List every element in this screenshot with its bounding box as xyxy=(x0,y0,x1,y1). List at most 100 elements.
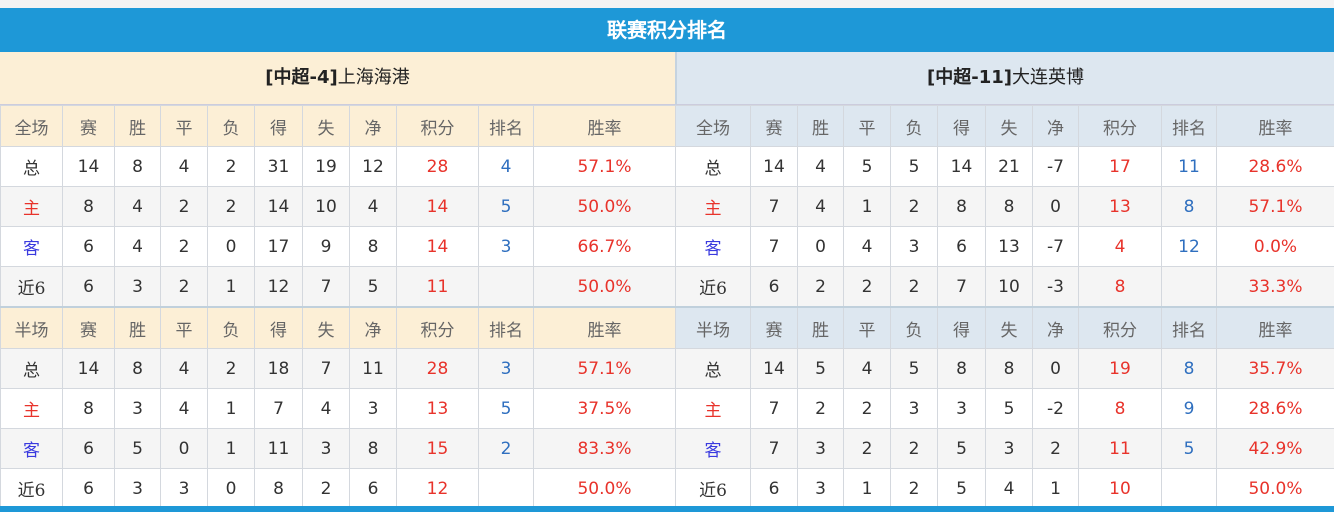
table-row: 主 8 4 2 2 14 10 4 14 5 50.0% xyxy=(0,186,676,227)
cell: 8 xyxy=(114,348,161,389)
column-header: 净 xyxy=(349,105,397,147)
away-team-panel: [中超-11]大连英博 全场赛胜平负得失净积分 排名 胜率总 14 4 5 5 14 21 -7 17… xyxy=(675,52,1334,509)
team-header: [中超-4]上海海港 xyxy=(0,52,675,105)
column-header: 积分 xyxy=(1078,306,1162,349)
cell: 5 xyxy=(985,388,1033,429)
column-header: 净 xyxy=(349,306,397,349)
cell: 7 xyxy=(750,428,798,469)
full-header-row: 全场赛胜平负得失净积分 排名 胜率 xyxy=(0,105,676,147)
cell: 9 xyxy=(1161,388,1217,429)
column-header: 积分 xyxy=(396,105,479,147)
standings-table: 全场赛胜平负得失净积分 排名 胜率总 14 8 4 2 31 19 12 28 4 57.1% 主 8 4 2 2… xyxy=(0,105,676,509)
cell: 10 xyxy=(1078,468,1162,509)
cell: 7 xyxy=(937,266,986,308)
cell: 7 xyxy=(254,388,303,429)
column-header: 负 xyxy=(207,105,255,147)
cell: 4 xyxy=(160,146,208,187)
cell: 2 xyxy=(160,226,208,267)
cell: 57.1% xyxy=(533,146,676,187)
cell: 18 xyxy=(254,348,303,389)
cell: 50.0% xyxy=(533,266,676,308)
cell: 2 xyxy=(160,266,208,308)
cell: 6 xyxy=(62,266,115,308)
cell: 8 xyxy=(62,186,115,227)
cell: 3 xyxy=(114,468,161,509)
cell: 4 xyxy=(302,388,350,429)
cell: 0 xyxy=(797,226,844,267)
cell: 4 xyxy=(349,186,397,227)
team-name: 上海海港 xyxy=(337,67,410,88)
cell: 2 xyxy=(478,428,534,469)
cell: 6 xyxy=(62,468,115,509)
cell: 2 xyxy=(890,266,938,308)
column-header: 平 xyxy=(843,306,891,349)
cell: 3 xyxy=(797,428,844,469)
column-header: 得 xyxy=(254,306,303,349)
column-header: 胜率 xyxy=(1216,306,1334,349)
cell: 13 xyxy=(985,226,1033,267)
column-header: 排名 xyxy=(1161,105,1217,147)
cell: 12 xyxy=(1161,226,1217,267)
cell: 50.0% xyxy=(1216,468,1334,509)
column-header: 赛 xyxy=(750,105,798,147)
cell: 3 xyxy=(114,266,161,308)
full-header-row: 全场赛胜平负得失净积分 排名 胜率 xyxy=(675,105,1334,147)
cell: 3 xyxy=(937,388,986,429)
cell xyxy=(478,266,534,308)
cell: 6 xyxy=(62,226,115,267)
column-header: 半场 xyxy=(0,306,63,349)
cell: 2 xyxy=(797,266,844,308)
column-header: 负 xyxy=(207,306,255,349)
cell: 5 xyxy=(937,468,986,509)
cell: 5 xyxy=(797,348,844,389)
cell: 1 xyxy=(843,468,891,509)
table-row: 近6 6 2 2 2 7 10 -3 8 33.3% xyxy=(675,266,1334,308)
cell: 3 xyxy=(985,428,1033,469)
table-row: 总 14 8 4 2 31 19 12 28 4 57.1% xyxy=(0,146,676,187)
row-label: 客 xyxy=(675,428,751,469)
cell: 7 xyxy=(750,226,798,267)
row-label: 近6 xyxy=(0,266,63,308)
cell: -2 xyxy=(1032,388,1079,429)
table-row: 近6 6 3 2 1 12 7 5 11 50.0% xyxy=(0,266,676,308)
column-header: 净 xyxy=(1032,105,1079,147)
cell: 5 xyxy=(478,388,534,429)
cell: 17 xyxy=(1078,146,1162,187)
cell: 2 xyxy=(890,186,938,227)
cell: 1 xyxy=(843,186,891,227)
cell: 0 xyxy=(1032,348,1079,389)
row-label: 总 xyxy=(675,146,751,187)
cell: 2 xyxy=(890,468,938,509)
cell: 3 xyxy=(114,388,161,429)
cell: 28 xyxy=(396,146,479,187)
cell: 6 xyxy=(937,226,986,267)
cell: 1 xyxy=(1032,468,1079,509)
table-row: 客 7 3 2 2 5 3 2 11 5 42.9% xyxy=(675,428,1334,469)
table-row: 近6 6 3 3 0 8 2 6 12 50.0% xyxy=(0,468,676,509)
row-label: 总 xyxy=(675,348,751,389)
column-header: 得 xyxy=(254,105,303,147)
column-header: 全场 xyxy=(0,105,63,147)
row-label: 主 xyxy=(675,388,751,429)
cell: 8 xyxy=(1161,348,1217,389)
cell: 4 xyxy=(843,226,891,267)
row-label: 近6 xyxy=(0,468,63,509)
cell: 0 xyxy=(1032,186,1079,227)
half-header-row: 半场赛胜平负得失净积分 排名 胜率 xyxy=(675,306,1334,349)
column-header: 失 xyxy=(985,306,1033,349)
cell: 66.7% xyxy=(533,226,676,267)
league-rank-tag: [中超-4] xyxy=(265,67,338,88)
cell: 5 xyxy=(937,428,986,469)
cell: 1 xyxy=(207,388,255,429)
cell: 14 xyxy=(750,146,798,187)
cell: 8 xyxy=(937,186,986,227)
cell: 2 xyxy=(207,348,255,389)
column-header: 胜率 xyxy=(533,306,676,349)
cell: 5 xyxy=(843,146,891,187)
cell: 14 xyxy=(62,348,115,389)
cell: 3 xyxy=(160,468,208,509)
cell: 2 xyxy=(160,186,208,227)
cell: 8 xyxy=(1078,388,1162,429)
cell: 6 xyxy=(750,468,798,509)
cell: 5 xyxy=(478,186,534,227)
